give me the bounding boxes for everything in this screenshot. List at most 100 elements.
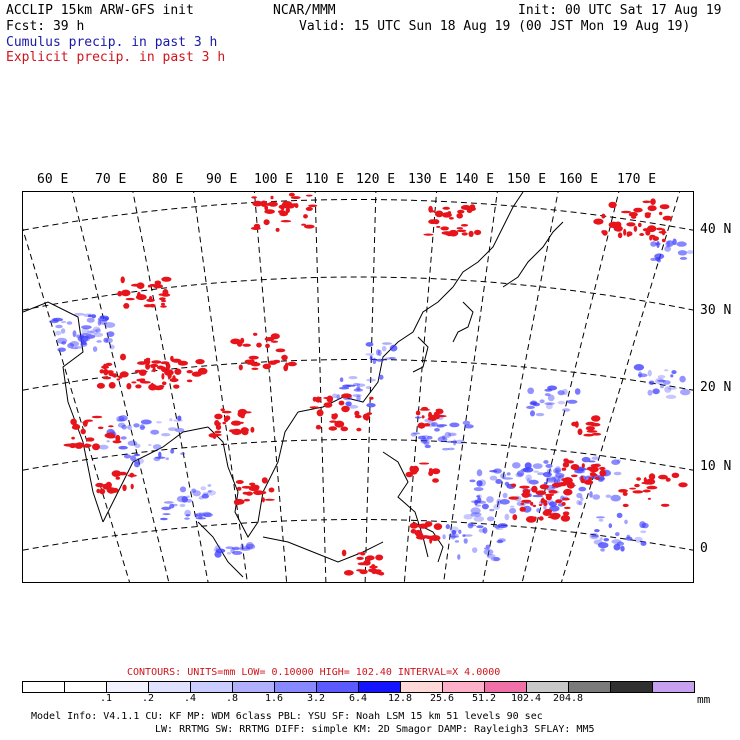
meridian-line — [314, 192, 327, 582]
cumulus-cell — [608, 523, 613, 529]
meridian-line — [71, 192, 170, 582]
cumulus-cell — [215, 548, 226, 554]
explicit-cell — [214, 430, 222, 434]
explicit-cell — [108, 382, 116, 389]
cumulus-cell — [524, 462, 532, 470]
explicit-cell — [85, 437, 95, 442]
explicit-cell — [211, 433, 222, 437]
explicit-cell — [368, 568, 374, 573]
explicit-cell — [221, 410, 232, 414]
explicit-cell — [102, 483, 112, 490]
cumulus-cell — [376, 358, 384, 362]
explicit-cell — [574, 421, 579, 428]
explicit-cell — [248, 486, 260, 491]
init-time: Init: 00 UTC Sat 17 Aug 19 — [518, 3, 722, 18]
cumulus-cell — [60, 320, 67, 324]
cumulus-cell — [245, 543, 256, 550]
explicit-cell — [644, 212, 652, 216]
cumulus-cell — [475, 500, 486, 504]
cumulus-cell — [55, 324, 63, 329]
explicit-cell — [456, 229, 467, 233]
explicit-cell — [468, 230, 474, 237]
cumulus-cell — [504, 513, 510, 521]
cumulus-cell — [208, 490, 212, 493]
cumulus-cell — [539, 399, 545, 404]
cumulus-cell — [91, 314, 97, 319]
cumulus-cell — [79, 334, 85, 339]
cumulus-cell — [616, 512, 623, 519]
cumulus-cell — [502, 492, 508, 499]
cumulus-cell — [581, 456, 591, 463]
cumulus-cell — [613, 543, 621, 551]
explicit-cell — [548, 490, 558, 494]
cumulus-cell — [414, 416, 422, 419]
cumulus-cell — [549, 505, 560, 512]
explicit-cell — [539, 484, 549, 490]
explicit-cell — [265, 343, 270, 349]
cumulus-cell — [181, 496, 189, 503]
cumulus-cell — [339, 386, 350, 390]
colorbar-tick-label: .1 — [99, 693, 113, 704]
explicit-cell — [248, 355, 259, 360]
cumulus-cell — [598, 518, 604, 522]
explicit-cell — [112, 373, 118, 378]
explicit-cell — [107, 488, 115, 494]
explicit-cell — [522, 489, 531, 494]
latitude-line — [23, 519, 693, 551]
cumulus-cell — [52, 317, 64, 322]
explicit-cell — [240, 337, 245, 344]
lat-label: 10 N — [700, 459, 732, 474]
explicit-cell — [589, 473, 598, 477]
cumulus-cell — [366, 378, 376, 382]
cumulus-cell — [197, 513, 203, 519]
cumulus-cell — [527, 387, 535, 395]
cumulus-cell — [232, 550, 243, 555]
explicit-cell — [266, 202, 271, 206]
cumulus-cell — [562, 388, 568, 396]
colorbar-swatch — [274, 681, 317, 693]
explicit-cell — [72, 423, 81, 430]
cumulus-cell — [517, 470, 525, 477]
cumulus-cell — [442, 534, 446, 540]
cumulus-cell — [161, 433, 171, 437]
cumulus-cell — [495, 479, 503, 484]
explicit-cell — [623, 228, 627, 236]
explicit-cell — [230, 420, 242, 426]
explicit-cell — [656, 227, 663, 231]
explicit-cell — [270, 340, 279, 343]
explicit-cell — [174, 368, 182, 375]
cumulus-cell — [591, 534, 599, 538]
explicit-cell — [622, 503, 629, 508]
explicit-cell — [122, 484, 127, 492]
colorbar-swatch — [610, 681, 653, 693]
cumulus-cell — [473, 487, 484, 492]
cumulus-cell — [106, 331, 115, 337]
explicit-cell — [130, 483, 134, 490]
cumulus-cell — [578, 501, 583, 506]
cumulus-cell — [665, 240, 671, 248]
explicit-cell — [301, 223, 306, 226]
explicit-cell — [264, 337, 275, 342]
cumulus-cell — [526, 405, 535, 409]
cumulus-cell — [372, 357, 377, 365]
cumulus-cell — [55, 330, 62, 336]
cumulus-cell — [566, 399, 578, 404]
explicit-cell — [277, 210, 286, 214]
explicit-cell — [281, 354, 288, 361]
explicit-cell — [432, 219, 440, 225]
cumulus-cell — [203, 512, 213, 518]
explicit-cell — [648, 473, 656, 481]
cumulus-cell — [66, 321, 73, 325]
cumulus-cell — [464, 424, 474, 429]
lat-label: 20 N — [700, 380, 732, 395]
explicit-cell — [96, 488, 101, 494]
cumulus-cell — [116, 415, 125, 422]
cumulus-cell — [616, 459, 621, 463]
explicit-cell — [115, 434, 121, 442]
explicit-cell — [331, 414, 338, 420]
explicit-cell — [591, 415, 601, 422]
meridian-line — [443, 192, 498, 582]
colorbar-swatch — [442, 681, 485, 693]
explicit-cell — [290, 203, 298, 207]
cumulus-cell — [555, 473, 565, 478]
